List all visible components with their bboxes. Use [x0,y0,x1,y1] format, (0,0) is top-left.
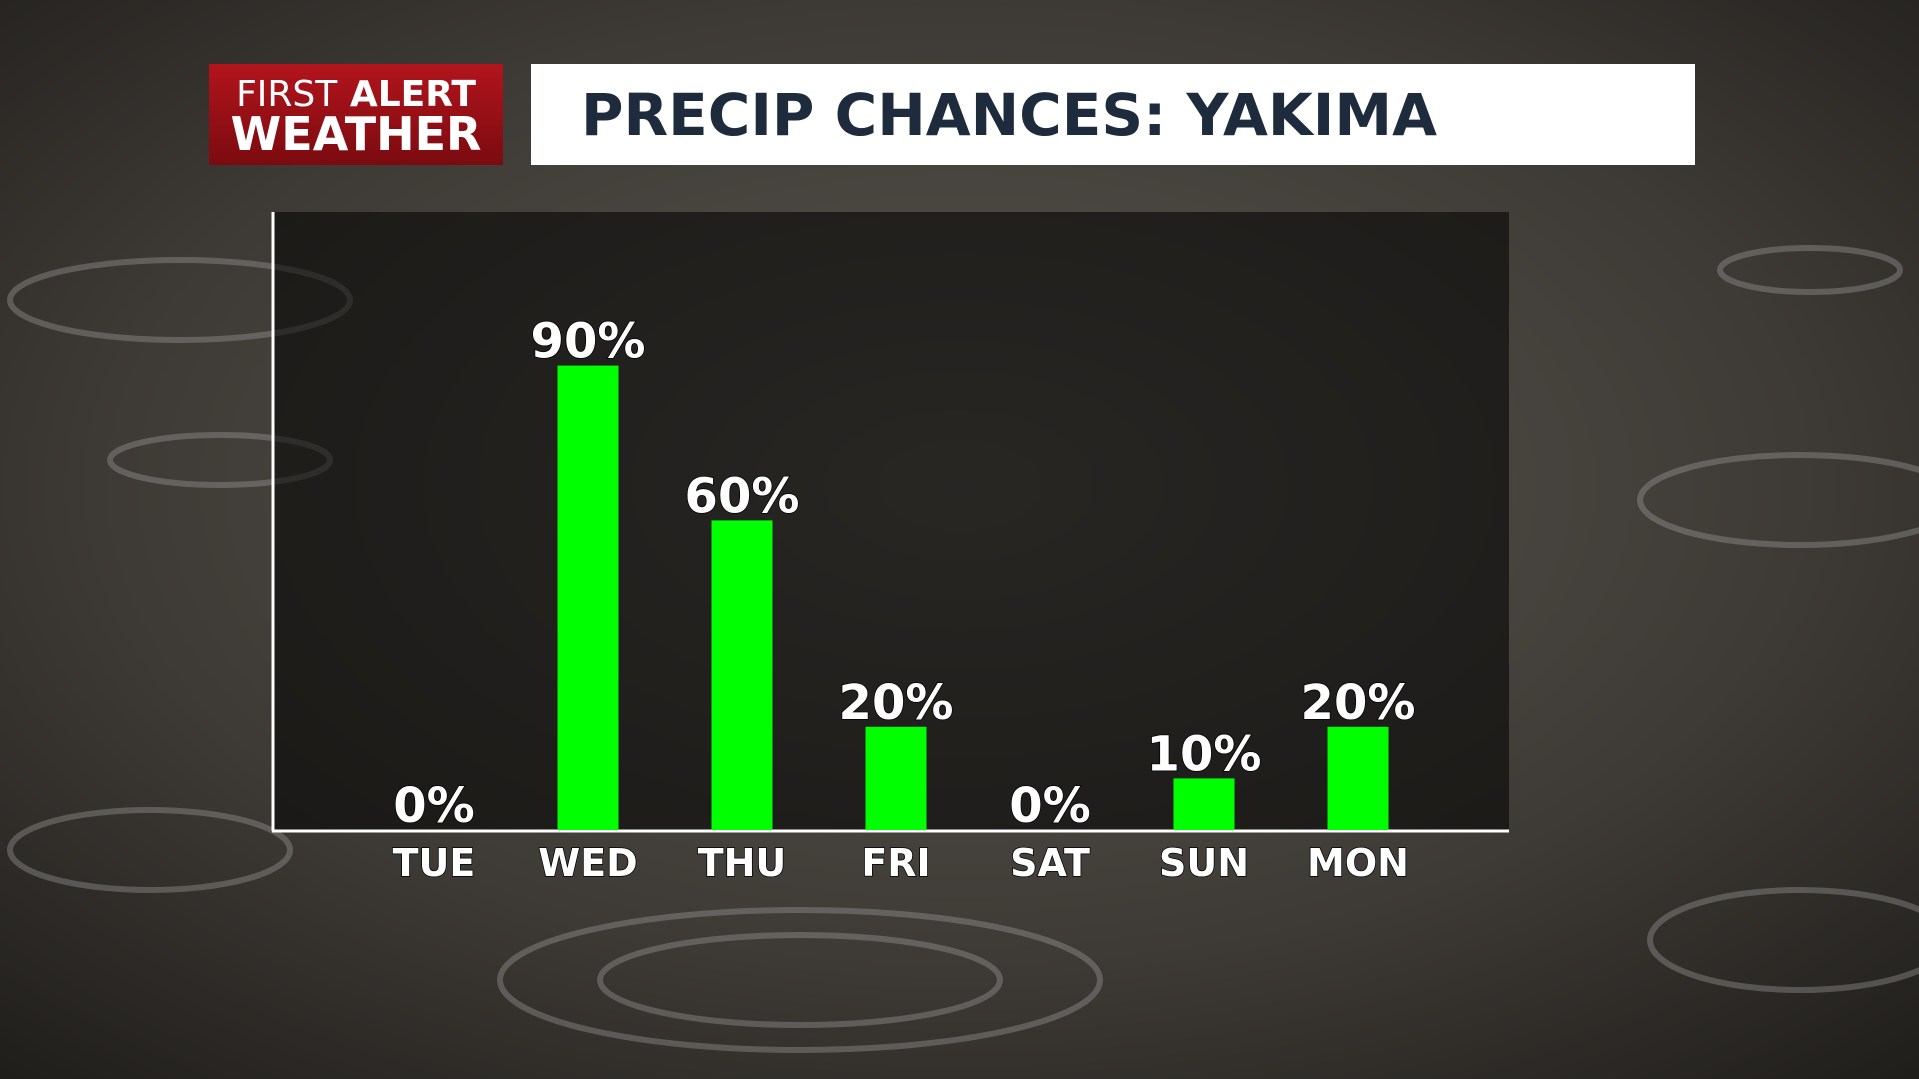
x-tick-label: MON [1307,841,1409,885]
value-label: 0% [393,778,475,834]
x-tick-label: TUE [393,841,476,885]
x-tick-label: SAT [1010,841,1090,885]
ripples [7,245,1919,1053]
x-tick-label: FRI [861,841,930,885]
value-label: 20% [839,675,954,731]
logo-line2: WEATHER [231,107,482,161]
x-tick-label: THU [698,841,787,885]
logo-alert: ALERT [350,74,476,115]
logo-first: FIRST [236,74,338,115]
bar [711,520,773,830]
bar [865,726,927,830]
logo-line1: FIRST ALERT [236,74,476,115]
logo [209,64,503,165]
bar [1327,726,1389,830]
value-label: 60% [685,468,800,524]
value-label: 90% [531,314,646,370]
chart-title: PRECIP CHANCES: YAKIMA [581,81,1437,149]
value-label: 0% [1009,778,1091,834]
bar [557,365,619,830]
x-tick-label: SUN [1159,841,1249,885]
x-tick-label: WED [538,841,637,885]
title-box [531,64,1695,165]
value-label: 10% [1147,726,1262,782]
bar [1173,778,1235,830]
value-label: 20% [1301,675,1416,731]
